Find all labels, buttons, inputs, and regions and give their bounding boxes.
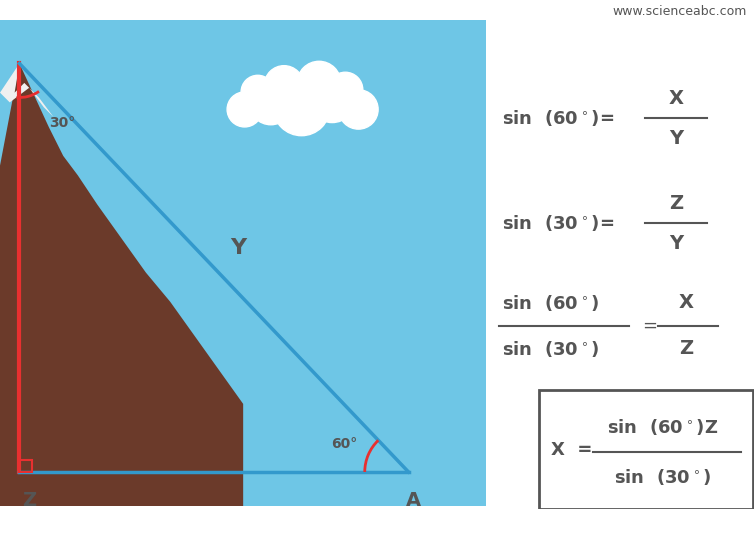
Circle shape <box>339 90 378 129</box>
Polygon shape <box>0 20 486 506</box>
Circle shape <box>308 74 356 122</box>
Circle shape <box>227 92 262 127</box>
Circle shape <box>328 72 363 107</box>
Text: Y: Y <box>669 234 683 253</box>
Circle shape <box>241 75 274 108</box>
Text: sin  (60$^\circ$)=: sin (60$^\circ$)= <box>501 108 614 128</box>
Text: sin  (60$^\circ$)Z: sin (60$^\circ$)Z <box>607 417 719 437</box>
Text: sin  (30$^\circ$): sin (30$^\circ$) <box>501 339 599 359</box>
Text: Y: Y <box>669 129 683 148</box>
Text: X: X <box>669 89 683 108</box>
Text: X: X <box>679 293 694 312</box>
Text: www.scienceabc.com: www.scienceabc.com <box>612 5 746 18</box>
Circle shape <box>273 79 330 136</box>
Text: Z: Z <box>22 491 36 510</box>
Circle shape <box>265 66 304 105</box>
Text: Z: Z <box>669 194 683 213</box>
Text: Z: Z <box>679 339 694 358</box>
Text: X  =: X = <box>551 441 593 459</box>
Text: A: A <box>406 491 421 510</box>
Text: sin  (60$^\circ$): sin (60$^\circ$) <box>501 293 599 313</box>
Circle shape <box>297 61 341 105</box>
FancyBboxPatch shape <box>539 390 752 509</box>
Text: =: = <box>642 317 657 335</box>
Text: 30°: 30° <box>49 115 75 130</box>
Polygon shape <box>0 63 54 117</box>
Text: sin  (30$^\circ$)=: sin (30$^\circ$)= <box>501 214 614 233</box>
Text: Y: Y <box>230 238 247 259</box>
Polygon shape <box>0 63 243 506</box>
Text: sin  (30$^\circ$): sin (30$^\circ$) <box>614 467 712 487</box>
Circle shape <box>249 81 293 125</box>
Text: 60°: 60° <box>331 437 357 451</box>
